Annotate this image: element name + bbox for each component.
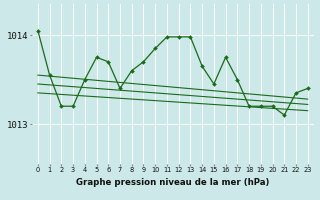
X-axis label: Graphe pression niveau de la mer (hPa): Graphe pression niveau de la mer (hPa) [76, 178, 269, 187]
